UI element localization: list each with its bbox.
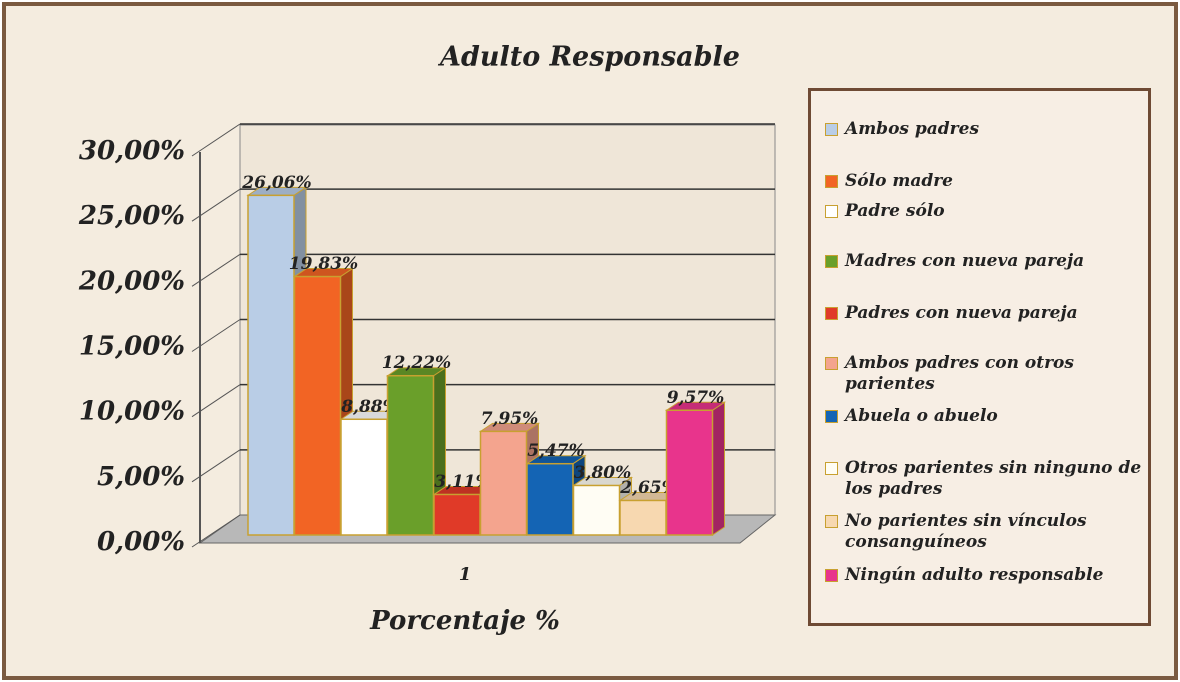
legend-label: Padres con nueva pareja (845, 303, 1078, 323)
bar (247, 194, 295, 536)
legend-item: Sólo madre (825, 171, 1143, 192)
bar (340, 418, 388, 536)
legend-item: Otros parientes sin ninguno de los padre… (825, 458, 1143, 500)
legend-item: Padres con nueva pareja (825, 303, 1143, 324)
legend-label: Ningún adulto responsable (845, 565, 1104, 585)
data-label: 8,88% (340, 397, 399, 417)
y-tick-label: 25,00% (78, 201, 185, 231)
legend-item: Abuela o abuelo (825, 406, 1143, 427)
legend-label: Padre sólo (845, 201, 945, 221)
legend-label: Otros parientes sin ninguno de los padre… (845, 458, 1142, 499)
bar (479, 430, 528, 536)
legend-item: Madres con nueva pareja (825, 251, 1143, 272)
data-label: 7,95% (481, 409, 539, 429)
legend-label: Ambos padres con otros parientes (845, 353, 1074, 394)
legend-item: Ambos padres con otros parientes (825, 353, 1143, 395)
legend-swatch (825, 515, 838, 528)
legend-item: Padre sólo (825, 201, 1143, 222)
y-tick-label: 0,00% (97, 527, 185, 557)
tick-mark (191, 449, 241, 483)
legend-swatch (825, 123, 838, 136)
legend-swatch (825, 410, 838, 423)
bar (526, 462, 574, 536)
y-tick-label: 15,00% (79, 332, 185, 362)
legend-swatch (825, 255, 838, 268)
tick-mark (191, 188, 241, 222)
x-tick-label: 1 (459, 564, 472, 585)
legend-label: Ambos padres (845, 119, 980, 139)
bar-side (712, 401, 725, 536)
data-label: 12,22% (382, 353, 451, 373)
legend-label: Abuela o abuelo (845, 406, 998, 426)
bar (433, 493, 481, 536)
x-axis-label: Porcentaje % (369, 606, 560, 636)
legend-item: Ningún adulto responsable (825, 565, 1143, 586)
tick-mark (191, 253, 241, 287)
legend-label: Madres con nueva pareja (845, 251, 1085, 271)
bar (665, 409, 714, 536)
bar (572, 484, 621, 536)
y-tick-label: 5,00% (97, 462, 185, 492)
data-label: 19,83% (289, 254, 358, 274)
chart-title: Adulto Responsable (437, 42, 740, 73)
y-tick-label: 20,00% (78, 266, 185, 296)
data-label: 3,11% (434, 472, 492, 492)
tick-mark (191, 123, 241, 157)
legend-swatch (825, 175, 838, 188)
bar (619, 499, 667, 536)
y-tick-label: 30,00% (79, 136, 185, 166)
bar (386, 374, 435, 536)
legend-swatch (825, 462, 838, 475)
legend-swatch (825, 307, 838, 320)
legend-label: No parientes sin vínculos consanguíneos (845, 511, 1087, 552)
tick-mark (191, 514, 241, 548)
legend-swatch (825, 205, 838, 218)
legend-swatch (825, 357, 838, 370)
legend: Ambos padres Sólo madre Padre sólo Madres c… (808, 88, 1151, 626)
data-label: 3,80% (574, 463, 632, 483)
y-tick-label: 10,00% (79, 397, 185, 427)
data-label: 9,57% (667, 388, 725, 408)
data-label: 5,47% (527, 441, 585, 461)
legend-item: Ambos padres (825, 119, 1143, 140)
tick-mark (191, 319, 241, 352)
legend-label: Sólo madre (845, 171, 953, 191)
data-label: 26,06% (241, 173, 311, 193)
tick-mark (191, 384, 241, 418)
data-label: 2,65% (619, 478, 678, 498)
bar (293, 275, 342, 536)
legend-swatch (825, 569, 838, 582)
legend-item: No parientes sin vínculos consanguíneos (825, 511, 1143, 553)
